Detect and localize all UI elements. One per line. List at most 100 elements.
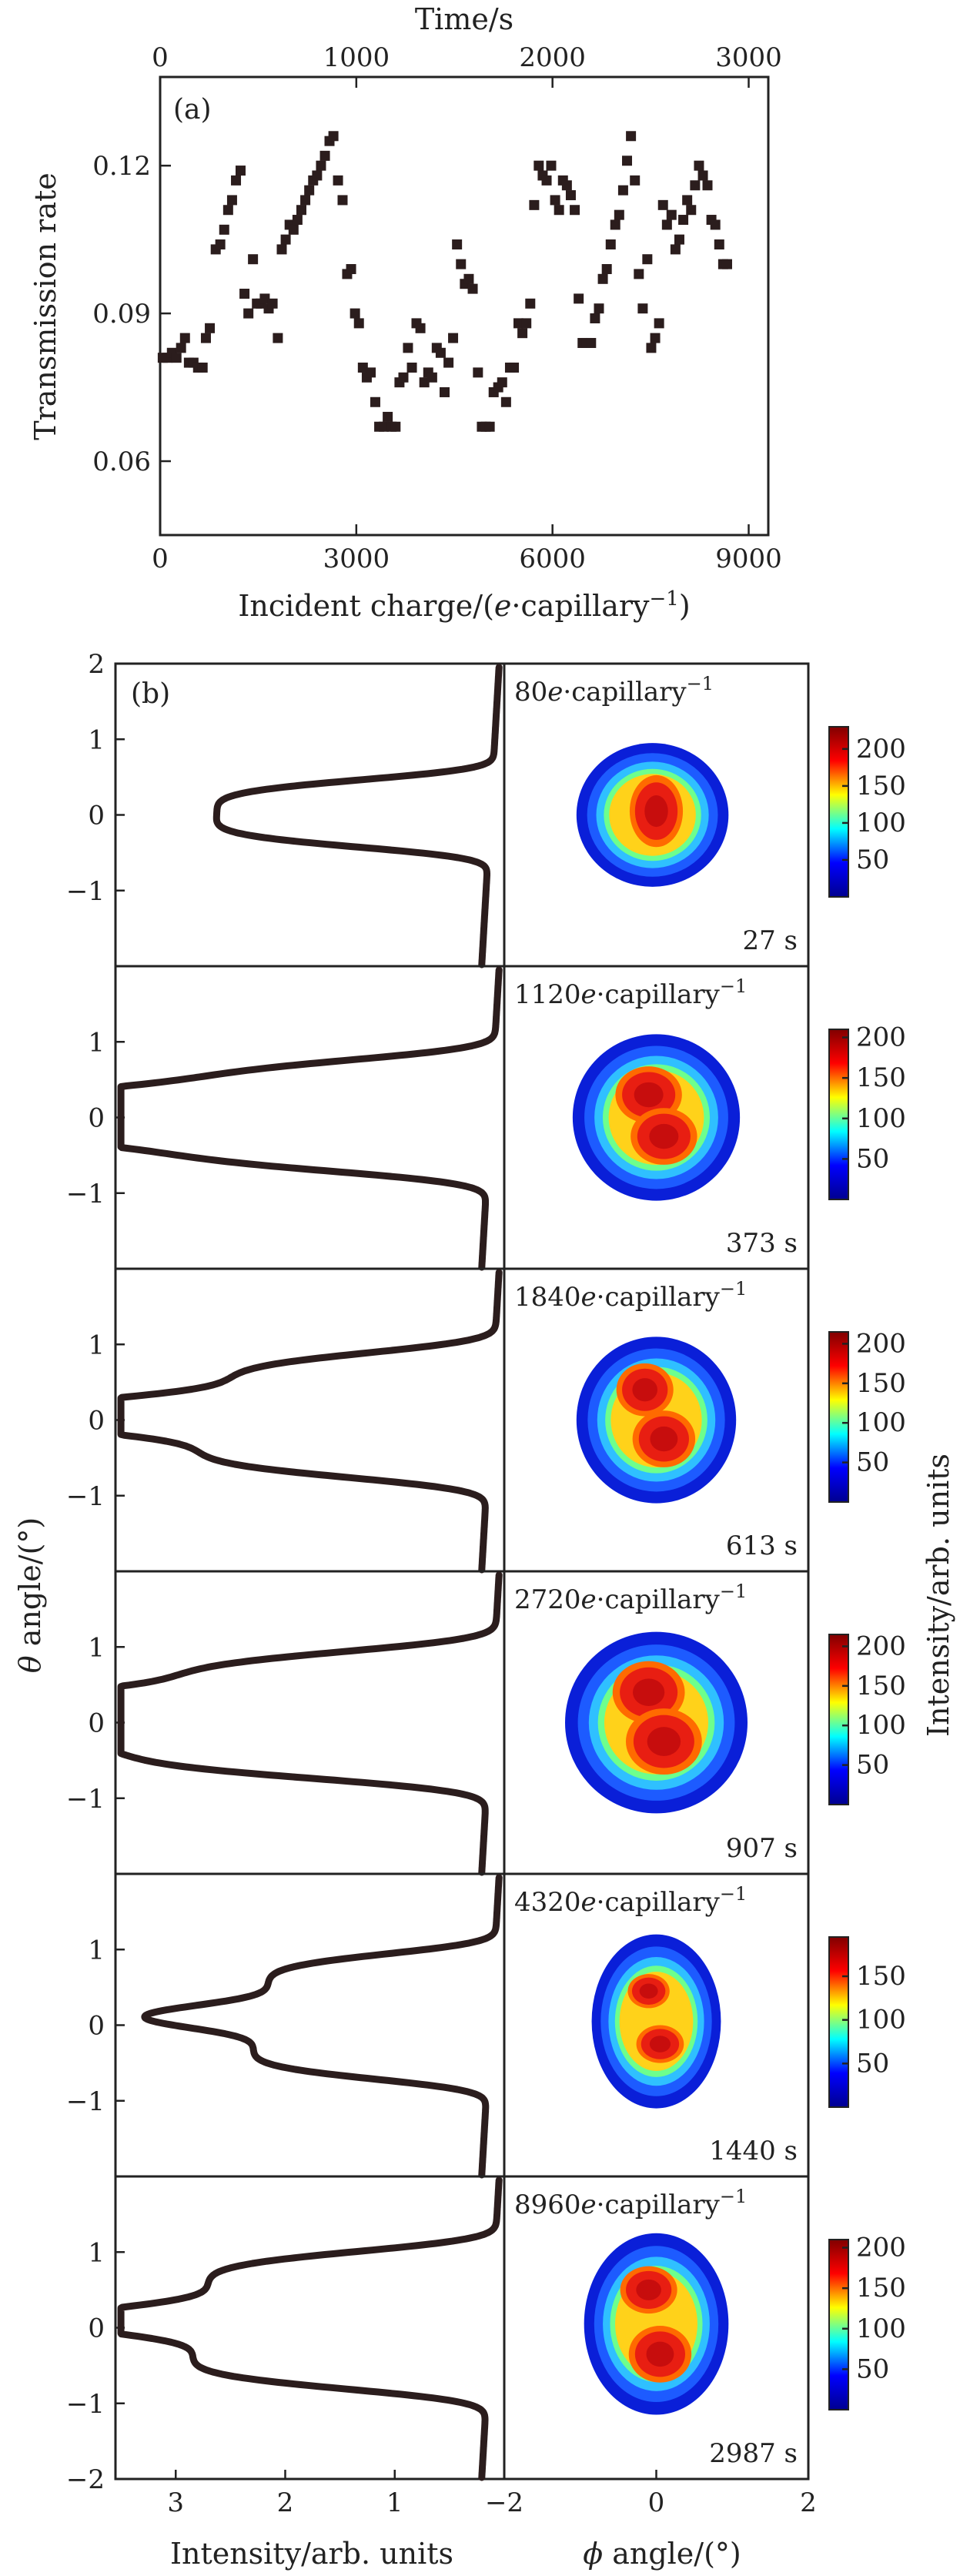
data-point	[200, 333, 211, 343]
phi-tick-label: 0	[648, 2487, 665, 2518]
data-point	[357, 362, 368, 373]
heatmap	[584, 2233, 729, 2415]
data-point	[197, 362, 208, 373]
time-label: 1440 s	[709, 2136, 798, 2166]
data-point	[467, 283, 478, 294]
intensity-tick-label: 1	[386, 2487, 403, 2518]
colorbar	[828, 1029, 849, 1200]
theta-tick-label: 1	[88, 1330, 105, 1360]
data-point	[456, 259, 467, 269]
theta-tick-label: 0	[88, 1406, 105, 1437]
data-point	[509, 362, 520, 373]
data-point	[379, 421, 390, 432]
intensity-profile	[141, 1874, 503, 2179]
theta-tick-label: 1	[88, 724, 105, 755]
intensity-profile	[212, 664, 503, 969]
data-point	[319, 150, 330, 161]
data-point	[443, 357, 454, 368]
data-point	[597, 273, 608, 284]
heatmap-hotspot-core	[639, 1983, 658, 1999]
data-point	[426, 372, 437, 383]
data-point	[452, 239, 463, 250]
colorbar-tick-label: 100	[856, 1103, 906, 1134]
time-label: 613 s	[726, 1531, 798, 1561]
data-point	[435, 347, 446, 358]
panel-a-ticks: 0 3000 6000 9000 0 1000 2000 3000 0.06 0.09 0.12	[92, 42, 781, 574]
colorbar-tick-label: 50	[856, 1447, 889, 1478]
x-tick-label: 6000	[519, 544, 586, 574]
data-point	[205, 323, 216, 333]
data-point	[534, 160, 544, 171]
colorbar-tick-label: 50	[856, 845, 889, 875]
theta-tick-label: 0	[88, 1103, 105, 1134]
data-point	[248, 254, 259, 265]
colorbar-tick-label: 100	[856, 808, 906, 838]
colorbar-tick-label: 50	[856, 1143, 889, 1174]
theta-tick-label: −1	[66, 2389, 105, 2420]
y-tick-label: 0.12	[92, 151, 151, 182]
panel-b-label: (b)	[131, 678, 170, 710]
data-point	[642, 254, 653, 265]
data-point	[686, 205, 697, 216]
colorbar-tick-label: 200	[856, 734, 906, 764]
data-point	[300, 195, 311, 206]
data-point	[666, 209, 677, 220]
heatmap-hotspot-core	[647, 1727, 681, 1756]
colorbar-tick-label: 150	[856, 1368, 906, 1399]
heatmap	[565, 1631, 748, 1814]
panel-b-row: 2 1 0 −1 80e·capillary−1 27 s 200 150 100 50	[66, 649, 906, 969]
theta-tick-label: 1	[88, 1027, 105, 1058]
heatmap-hotspot-core	[644, 795, 668, 828]
heatmap-hotspot-core	[649, 2036, 671, 2052]
heatmap	[576, 743, 729, 887]
data-point	[273, 333, 283, 343]
colorbar-tick-label: 200	[856, 1328, 906, 1359]
data-point	[617, 185, 628, 196]
data-point	[292, 215, 303, 226]
data-point	[661, 219, 672, 230]
theta-tick-label: −1	[66, 1179, 105, 1209]
data-point	[610, 219, 620, 230]
data-point	[353, 318, 364, 329]
heatmap-hotspot-core	[632, 1378, 657, 1402]
heatmap	[591, 1934, 721, 2109]
intensity-profile	[117, 1571, 503, 1876]
time-label: 27 s	[742, 925, 798, 956]
data-point	[171, 353, 182, 363]
colorbar	[828, 726, 849, 898]
x-tick-label: 9000	[715, 544, 782, 574]
panel-b-left-x-axis-title: Intensity/arb. units	[170, 2537, 453, 2571]
panel-a-y-axis-title: Transmission rate	[28, 172, 62, 440]
data-point	[521, 318, 532, 329]
data-point	[650, 333, 661, 343]
data-point	[594, 303, 604, 314]
intensity-profile	[117, 2176, 503, 2481]
x2-tick-label: 3000	[715, 42, 782, 73]
data-point	[714, 239, 724, 250]
data-point	[654, 318, 664, 329]
panel-a-top-axis-title: Time/s	[415, 2, 513, 36]
x-tick-label: 3000	[323, 544, 390, 574]
data-point	[646, 343, 657, 353]
heatmap-hotspot-core	[646, 2341, 674, 2367]
data-point	[350, 308, 360, 319]
data-point	[574, 293, 584, 304]
data-point	[690, 180, 701, 191]
phi-tick-label: 2	[800, 2487, 817, 2518]
data-point	[517, 328, 528, 339]
data-point	[288, 224, 299, 235]
y-tick-label: 0.09	[92, 299, 151, 330]
data-point	[586, 337, 597, 348]
data-point	[448, 333, 459, 343]
data-point	[678, 215, 689, 226]
heatmap	[576, 1337, 737, 1504]
colorbar-tick-label: 200	[856, 2233, 906, 2263]
colorbar-tick-label: 150	[856, 1671, 906, 1701]
panel-a-x-axis-title: Incident charge/(e·capillary−1)	[238, 587, 690, 623]
data-point	[337, 195, 348, 206]
data-point	[670, 244, 681, 255]
heatmap	[572, 1034, 741, 1201]
time-label: 373 s	[726, 1228, 798, 1259]
